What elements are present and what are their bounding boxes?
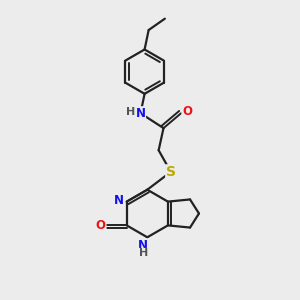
Text: O: O (96, 219, 106, 232)
Text: O: O (182, 105, 192, 119)
Text: H: H (139, 248, 148, 259)
Text: S: S (166, 165, 176, 179)
Text: N: N (114, 194, 124, 207)
Text: H: H (126, 107, 135, 117)
Text: N: N (136, 107, 146, 120)
Text: N: N (138, 239, 148, 252)
